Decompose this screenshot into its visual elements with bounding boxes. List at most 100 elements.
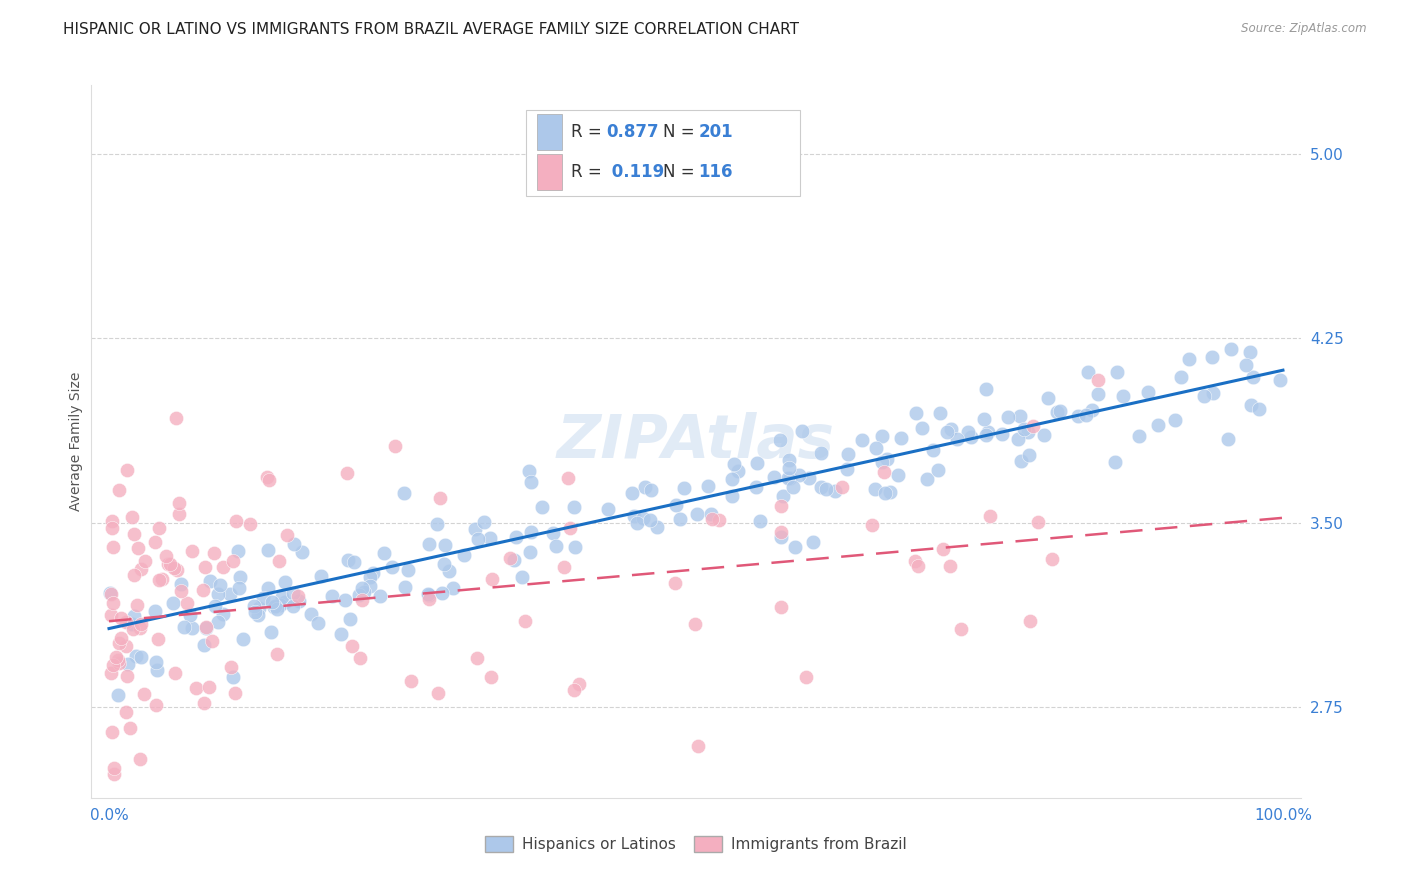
Point	[1018, 448, 1040, 462]
Point	[193, 696, 215, 710]
Point	[162, 596, 184, 610]
Point	[519, 475, 541, 489]
Point	[977, 425, 1000, 439]
Point	[256, 470, 278, 484]
Point	[778, 452, 800, 467]
Text: N =: N =	[664, 163, 700, 181]
Point	[762, 469, 785, 483]
Point	[191, 582, 214, 597]
Point	[932, 542, 955, 557]
Point	[910, 421, 932, 435]
Point	[1010, 454, 1032, 468]
Point	[347, 588, 370, 602]
Point	[201, 634, 224, 648]
Point	[228, 581, 250, 595]
Point	[465, 651, 488, 665]
Point	[225, 514, 247, 528]
Point	[399, 674, 422, 689]
Point	[531, 500, 554, 514]
Point	[384, 439, 406, 453]
Point	[782, 480, 804, 494]
Point	[222, 554, 245, 568]
Point	[208, 578, 231, 592]
Point	[101, 596, 124, 610]
Point	[101, 657, 124, 672]
Point	[283, 537, 305, 551]
Point	[770, 524, 793, 539]
Point	[794, 670, 817, 684]
Point	[115, 463, 138, 477]
Point	[562, 682, 585, 697]
Point	[824, 484, 846, 499]
Text: ZIPAtlas: ZIPAtlas	[557, 412, 835, 471]
Point	[426, 686, 449, 700]
Point	[108, 636, 131, 650]
Point	[1104, 455, 1126, 469]
Point	[329, 627, 352, 641]
Point	[870, 455, 893, 469]
Point	[974, 382, 997, 396]
Point	[143, 534, 166, 549]
Point	[645, 520, 668, 534]
Point	[260, 595, 283, 609]
Point	[129, 617, 152, 632]
Point	[505, 530, 527, 544]
Point	[865, 482, 887, 496]
Text: Source: ZipAtlas.com: Source: ZipAtlas.com	[1241, 22, 1367, 36]
Point	[979, 508, 1001, 523]
Point	[287, 589, 309, 603]
Point	[100, 666, 122, 681]
Point	[502, 553, 524, 567]
Point	[928, 406, 950, 420]
Point	[851, 434, 873, 448]
Text: 201: 201	[699, 123, 734, 141]
Point	[441, 581, 464, 595]
Point	[696, 479, 718, 493]
Point	[361, 566, 384, 580]
Point	[337, 553, 360, 567]
Y-axis label: Average Family Size: Average Family Size	[69, 372, 83, 511]
Point	[769, 599, 792, 614]
Point	[193, 639, 215, 653]
Text: 0.119: 0.119	[606, 163, 664, 181]
Point	[810, 445, 832, 459]
Point	[194, 559, 217, 574]
Point	[634, 481, 657, 495]
Point	[120, 722, 142, 736]
Point	[879, 485, 901, 500]
Point	[520, 524, 543, 539]
Point	[991, 427, 1014, 442]
Point	[876, 452, 898, 467]
Point	[1111, 388, 1133, 402]
Point	[108, 656, 131, 670]
Point	[790, 424, 813, 438]
Point	[467, 533, 489, 547]
Point	[1022, 419, 1045, 434]
Point	[513, 614, 536, 628]
Point	[207, 615, 229, 629]
Point	[264, 599, 287, 613]
Point	[464, 522, 486, 536]
Point	[115, 668, 138, 682]
Point	[1012, 422, 1035, 436]
Point	[1087, 373, 1109, 387]
Point	[973, 412, 995, 426]
Point	[127, 541, 149, 555]
Point	[1040, 552, 1063, 566]
Point	[243, 599, 266, 614]
Point	[155, 549, 177, 563]
Point	[922, 442, 945, 457]
Point	[519, 545, 541, 559]
Point	[115, 639, 138, 653]
Point	[669, 512, 692, 526]
Point	[745, 456, 768, 470]
Point	[1128, 429, 1150, 443]
Point	[207, 587, 229, 601]
Point	[946, 432, 969, 446]
Text: HISPANIC OR LATINO VS IMMIGRANTS FROM BRAZIL AVERAGE FAMILY SIZE CORRELATION CHA: HISPANIC OR LATINO VS IMMIGRANTS FROM BR…	[63, 22, 799, 37]
Point	[1192, 389, 1215, 403]
Point	[1049, 403, 1071, 417]
Point	[219, 587, 242, 601]
Point	[686, 507, 709, 521]
Point	[148, 574, 170, 588]
